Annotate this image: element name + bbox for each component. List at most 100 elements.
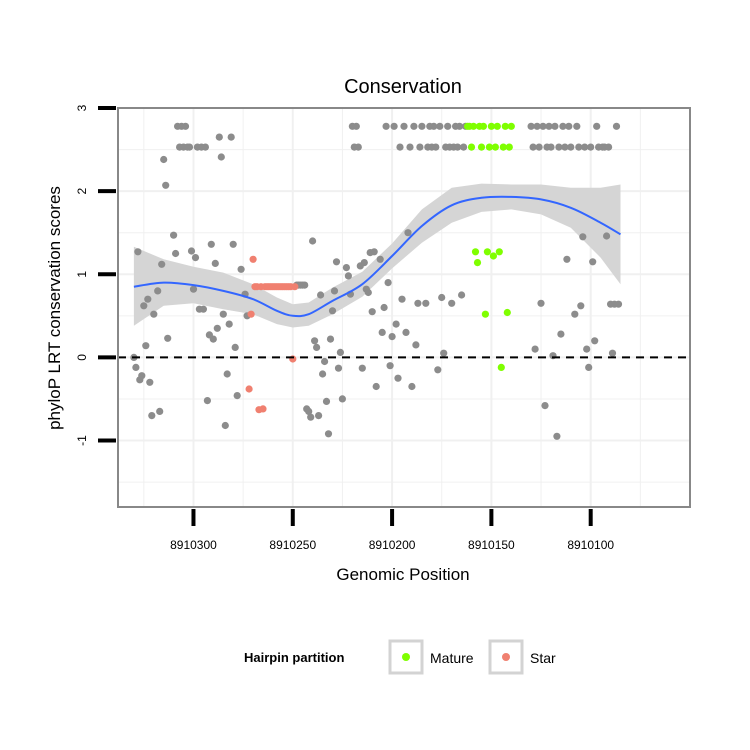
y-tick-label: 3: [75, 104, 89, 111]
x-tick-label: 8910100: [567, 538, 614, 552]
data-point-other: [458, 291, 466, 299]
data-point-other: [410, 122, 418, 130]
data-point-other: [456, 122, 464, 130]
data-point-mature: [493, 122, 501, 130]
data-point-other: [311, 337, 319, 345]
data-point-other: [140, 302, 148, 310]
data-point-mature: [483, 248, 491, 256]
data-point-mature: [471, 248, 480, 256]
data-point-other: [408, 382, 416, 391]
data-point-other: [154, 287, 162, 295]
data-point-other: [187, 247, 196, 255]
data-point-other: [400, 122, 408, 130]
data-point-other: [134, 248, 142, 256]
data-point-other: [307, 413, 315, 421]
data-point-other: [386, 362, 394, 370]
data-point-other: [380, 303, 388, 312]
data-point-other: [529, 143, 537, 151]
data-point-other: [545, 122, 553, 130]
smooth-trend-line: [133, 195, 622, 318]
data-point-other: [144, 295, 152, 303]
data-point-mature: [499, 143, 507, 151]
data-point-other: [416, 143, 424, 151]
data-point-other: [203, 397, 211, 405]
data-point-other: [317, 291, 325, 299]
data-point-star: [247, 310, 255, 318]
data-point-other: [612, 122, 621, 130]
data-point-other: [531, 345, 539, 353]
data-point-other: [571, 310, 579, 318]
y-tick-label: 2: [75, 187, 89, 194]
data-point-other: [215, 133, 223, 141]
data-point-other: [448, 299, 456, 307]
data-point-mature: [503, 308, 511, 317]
data-point-other: [342, 264, 350, 272]
data-point-other: [305, 407, 313, 415]
data-point-other: [591, 337, 599, 345]
data-point-other: [201, 143, 209, 151]
data-point-other: [614, 300, 623, 308]
data-point-other: [344, 272, 352, 280]
data-point-other: [460, 143, 468, 151]
data-point-mature: [487, 122, 495, 130]
data-point-other: [438, 293, 446, 302]
data-point-other: [561, 143, 569, 151]
data-point-other: [376, 255, 384, 263]
data-point-other: [358, 364, 366, 372]
data-point-other: [573, 122, 581, 130]
data-point-other: [581, 143, 589, 151]
legend-label-mature: Mature: [430, 650, 474, 666]
data-point-other: [432, 143, 440, 151]
data-point-other: [217, 153, 225, 161]
data-point-other: [436, 122, 444, 130]
data-point-other: [330, 287, 339, 295]
data-point-other: [434, 366, 442, 374]
data-point-other: [404, 229, 412, 237]
data-point-other: [138, 372, 146, 380]
data-point-other: [563, 255, 571, 263]
data-point-other: [557, 330, 565, 338]
data-point-mature: [479, 122, 487, 130]
data-point-mature: [501, 122, 509, 130]
data-point-mature: [473, 259, 482, 267]
data-point-other: [402, 328, 410, 336]
data-point-other: [338, 395, 346, 403]
data-point-other: [414, 299, 422, 307]
y-axis-title: phyloP LRT conservation scores: [45, 186, 64, 430]
data-point-other: [396, 143, 404, 151]
data-point-other: [567, 143, 575, 151]
data-point-other: [324, 430, 333, 438]
x-tick-label: 8910300: [170, 538, 217, 552]
data-point-other: [440, 349, 448, 357]
data-point-other: [372, 382, 380, 391]
data-point-other: [587, 143, 595, 151]
data-point-other: [589, 258, 597, 266]
x-tick-label: 8910200: [369, 538, 416, 552]
data-point-other: [555, 143, 563, 151]
data-point-other: [575, 143, 583, 151]
panel-border: [117, 107, 691, 508]
x-tick-label: 8910150: [468, 538, 515, 552]
data-point-other: [315, 412, 323, 420]
data-point-other: [199, 305, 207, 313]
data-point-other: [368, 308, 376, 316]
legend-title: Hairpin partition: [244, 650, 344, 665]
data-point-other: [309, 237, 317, 245]
data-point-mature: [505, 143, 513, 151]
data-point-other: [319, 370, 327, 378]
legend-label-star: Star: [530, 650, 556, 666]
data-point-other: [583, 345, 591, 353]
data-point-other: [388, 333, 396, 341]
data-point-star: [259, 405, 267, 413]
data-point-other: [551, 122, 559, 130]
data-point-mature: [469, 122, 478, 130]
data-point-mature: [491, 143, 499, 151]
data-point-other: [219, 310, 227, 318]
data-point-other: [191, 254, 200, 262]
legend: Hairpin partition Mature Star: [244, 639, 556, 675]
data-point-other: [364, 288, 372, 297]
data-point-other: [541, 402, 549, 410]
data-point-other: [603, 232, 611, 240]
data-point-star: [245, 385, 253, 393]
